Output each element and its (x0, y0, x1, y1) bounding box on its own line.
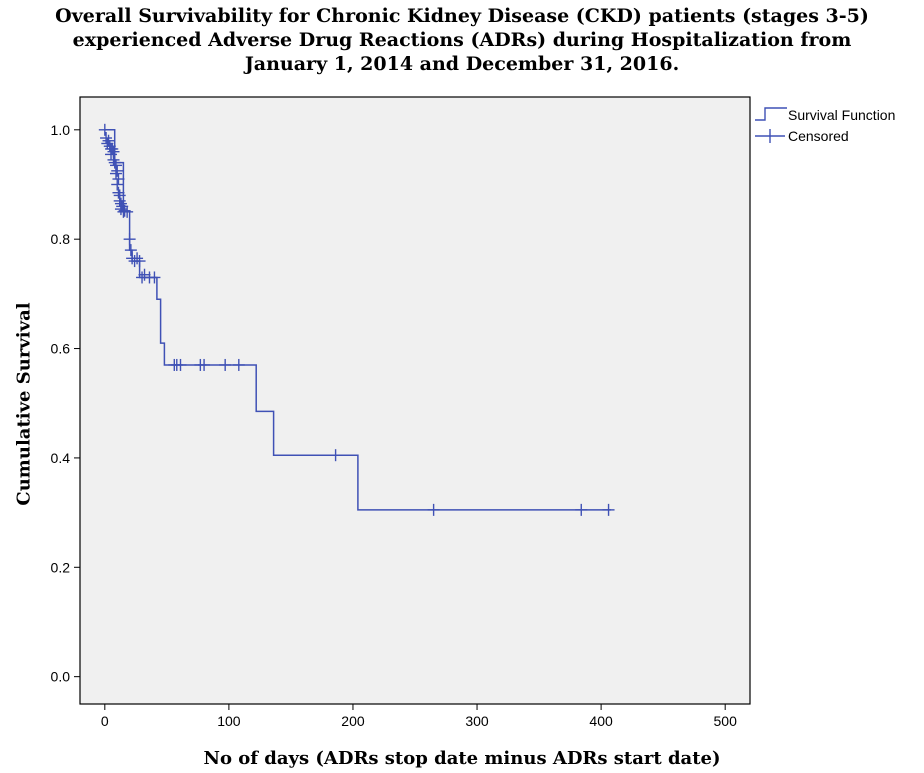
censored-marker (427, 503, 440, 516)
x-tick-label: 400 (589, 713, 613, 729)
plot-area (79, 96, 751, 705)
x-axis-ticks: 0 100 200 300 400 500 (101, 704, 737, 729)
x-axis-label: No of days (ADRs stop date minus ADRs st… (203, 748, 721, 769)
censored-marker (112, 186, 125, 199)
censored-marker (100, 132, 113, 145)
censored-marker (602, 503, 615, 516)
censored-marker (232, 358, 245, 371)
censored-marker (108, 156, 121, 169)
censored-marker (219, 358, 232, 371)
series-layer (98, 123, 615, 516)
censored-marker (198, 358, 211, 371)
legend-label-survival-function: Survival Function (788, 107, 895, 123)
censored-marker (111, 178, 124, 191)
y-axis-ticks: 0.0 0.2 0.4 0.6 0.8 1.0 (51, 122, 80, 685)
x-tick-label: 200 (341, 713, 365, 729)
censored-marker (112, 173, 125, 186)
censored-marker (124, 244, 137, 257)
y-tick-label: 1.0 (51, 122, 71, 138)
chart-title-line-3: January 1, 2014 and December 31, 2016. (244, 53, 680, 75)
censored-marker (121, 205, 134, 218)
x-tick-label: 100 (217, 713, 241, 729)
censored-marker (105, 148, 118, 161)
legend-swatch-survival-function (755, 107, 787, 121)
x-tick-label: 300 (465, 713, 489, 729)
chart-title: Overall Survivability for Chronic Kidney… (0, 4, 924, 76)
censored-marker (131, 252, 144, 265)
censored-marker (118, 204, 131, 217)
censored-marker (106, 142, 119, 155)
legend-swatch-censored (755, 129, 785, 143)
legend-label-censored: Censored (788, 128, 849, 144)
censored-marker (329, 449, 342, 462)
censored-marker (113, 194, 126, 207)
y-axis-label: Cumulative Survival (13, 302, 35, 506)
censored-marker (109, 167, 122, 180)
censored-marker (174, 358, 187, 371)
y-tick-label: 0.8 (51, 231, 71, 247)
chart-title-line-1: Overall Survivability for Chronic Kidney… (55, 5, 869, 27)
chart-title-line-2: experienced Adverse Drug Reactions (ADRs… (72, 29, 852, 51)
censored-marker (111, 164, 124, 177)
x-tick-label: 0 (101, 713, 109, 729)
y-tick-label: 0.2 (51, 559, 71, 575)
censored-marker (575, 503, 588, 516)
censored-marker (102, 134, 115, 147)
y-tick-label: 0.6 (51, 341, 71, 357)
y-tick-label: 0.0 (51, 669, 71, 685)
censored-marker (123, 233, 136, 246)
censored-marker (98, 123, 111, 136)
legend: Survival Function Censored (755, 107, 895, 144)
censored-marker (107, 153, 120, 166)
y-tick-label: 0.4 (51, 450, 71, 466)
censored-marker (138, 268, 151, 281)
x-tick-label: 500 (714, 713, 738, 729)
censored-marker (133, 255, 146, 268)
censored-marker (148, 271, 161, 284)
